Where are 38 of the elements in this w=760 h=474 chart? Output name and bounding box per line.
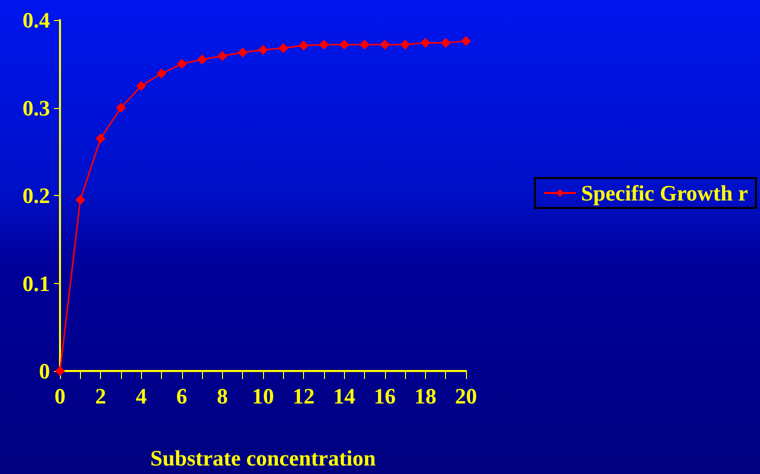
- y-tick-label: 0.2: [22, 183, 50, 208]
- point: [258, 44, 268, 55]
- x-tick-label: 10: [252, 384, 274, 408]
- x-tick-label: 12: [292, 384, 315, 408]
- x-tick-label: 2: [95, 384, 106, 408]
- point: [318, 40, 329, 50]
- point: [75, 194, 86, 205]
- y-tick-label: 0.3: [22, 95, 50, 120]
- y-tick-label: 0.4: [22, 8, 50, 32]
- point: [420, 38, 430, 48]
- legend-label: Specific Growth r: [580, 180, 748, 206]
- point: [238, 47, 248, 58]
- point: [440, 38, 451, 48]
- x-tick-label: 16: [374, 384, 396, 408]
- point: [339, 40, 350, 50]
- point: [400, 40, 410, 50]
- x-tick-label: 6: [176, 384, 188, 408]
- point: [156, 68, 166, 79]
- point: [197, 54, 208, 64]
- point: [461, 36, 471, 46]
- y-tick-label: 0.1: [22, 270, 50, 296]
- point: [176, 58, 187, 69]
- point: [298, 40, 309, 50]
- x-axis-title: Substrate concentration: [150, 446, 376, 470]
- point: [116, 102, 126, 113]
- point: [380, 40, 390, 50]
- x-tick-label: 0: [54, 384, 66, 408]
- point: [278, 43, 288, 54]
- x-tick-label: 18: [414, 384, 436, 408]
- point: [96, 133, 106, 144]
- x-tick-label: 14: [333, 384, 356, 408]
- x-tick-label: 8: [216, 384, 228, 408]
- x-tick-label: 4: [136, 384, 147, 408]
- point: [136, 80, 146, 91]
- x-tick-label: 20: [455, 384, 477, 408]
- point: [360, 40, 370, 50]
- y-tick-label: 0: [39, 358, 50, 384]
- point: [217, 50, 228, 61]
